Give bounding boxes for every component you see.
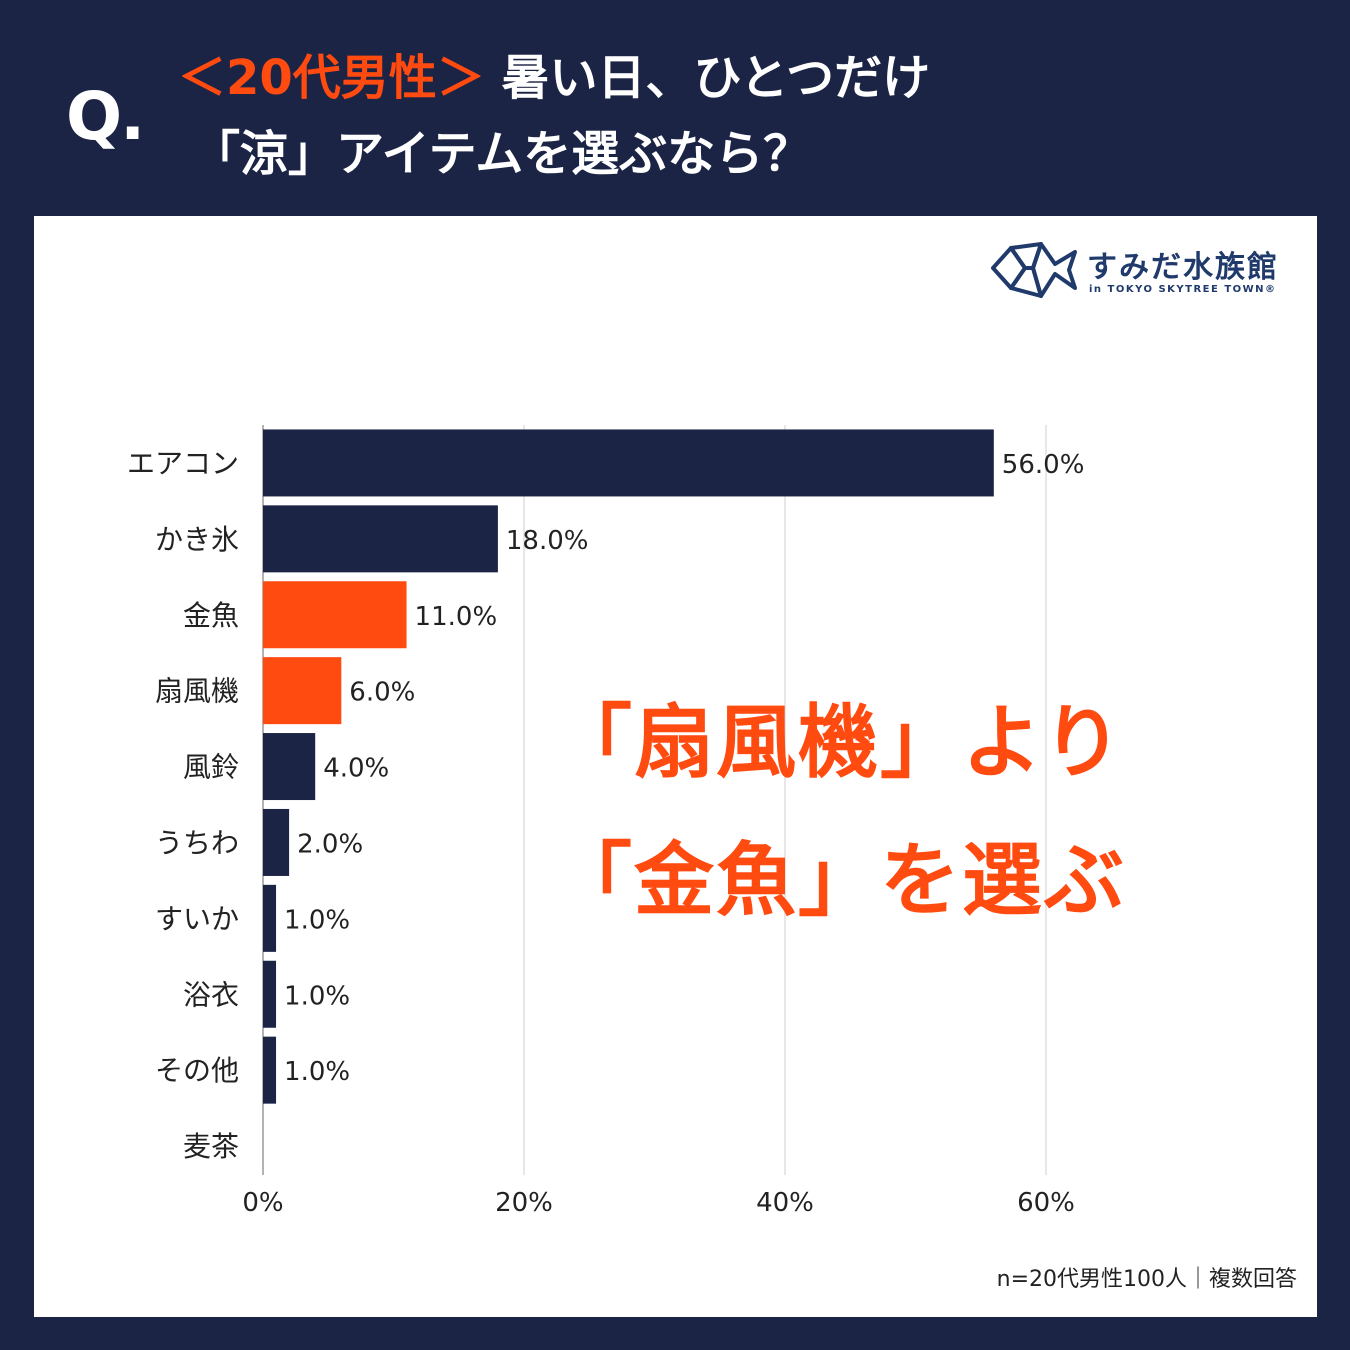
value-label: 1.0%	[284, 1057, 350, 1087]
category-label: 麦茶	[183, 1130, 239, 1163]
chart-panel: すみだ水族館 in TOKYO SKYTREE TOWN® 0% 20% 40% 60…	[34, 216, 1317, 1317]
title-line-1-text: 暑い日、ひとつだけ	[484, 50, 931, 106]
category-label: 風鈴	[183, 751, 239, 784]
category-label: うちわ	[155, 826, 239, 859]
category-label: 扇風機	[155, 675, 239, 708]
x-tick-label: 40%	[756, 1188, 814, 1218]
category-label: 金魚	[183, 599, 239, 632]
value-label: 56.0%	[1002, 450, 1085, 480]
x-tick-label: 0%	[242, 1188, 283, 1218]
value-label: 2.0%	[297, 829, 363, 859]
aquarium-logo: すみだ水族館 in TOKYO SKYTREE TOWN®	[989, 238, 1299, 302]
bar	[263, 733, 316, 801]
question-mark-label: Q.	[66, 78, 145, 155]
value-label: 1.0%	[284, 981, 350, 1011]
bar	[263, 884, 277, 952]
category-label: かき氷	[155, 523, 239, 556]
category-label: すいか	[155, 902, 239, 935]
bar	[263, 581, 407, 649]
value-label: 6.0%	[349, 678, 415, 708]
sample-footnote: n=20代男性100人｜複数回答	[996, 1267, 1297, 1292]
category-label: 浴衣	[183, 978, 239, 1011]
category-label: その他	[155, 1054, 239, 1087]
bar	[263, 808, 290, 876]
logo-name: すみだ水族館	[1087, 250, 1279, 285]
callout-line-1: 「扇風機」より	[552, 696, 1125, 789]
x-tick-label: 60%	[1017, 1188, 1075, 1218]
bar	[263, 960, 277, 1028]
value-label: 1.0%	[284, 905, 350, 935]
fish-logo-icon	[991, 242, 1077, 298]
bar	[263, 1036, 277, 1104]
logo-subtitle: in TOKYO SKYTREE TOWN®	[1089, 284, 1277, 295]
title-line-1: ＜20代男性＞ 暑い日、ひとつだけ	[178, 38, 930, 108]
title-line-2: 「涼」アイテムを選ぶなら？	[192, 126, 812, 182]
x-tick-label: 20%	[495, 1188, 553, 1218]
value-label: 4.0%	[323, 754, 389, 784]
header: Q. ＜20代男性＞ 暑い日、ひとつだけ 「涼」アイテムを選ぶなら？	[0, 0, 1350, 215]
category-label: エアコン	[127, 447, 239, 480]
bar-chart: 0% 20% 40% 60% エアコン 56.0% かき氷 18.0% 金魚 11.0% 扇風機 6.…	[127, 425, 1085, 1218]
value-label: 18.0%	[506, 526, 589, 556]
bar	[263, 429, 994, 497]
callout-line-2: 「金魚」を選ぶ	[552, 834, 1126, 927]
bar	[263, 657, 342, 725]
bar	[263, 505, 498, 573]
value-label: 11.0%	[415, 602, 498, 632]
title-accent: ＜20代男性＞	[178, 50, 485, 106]
